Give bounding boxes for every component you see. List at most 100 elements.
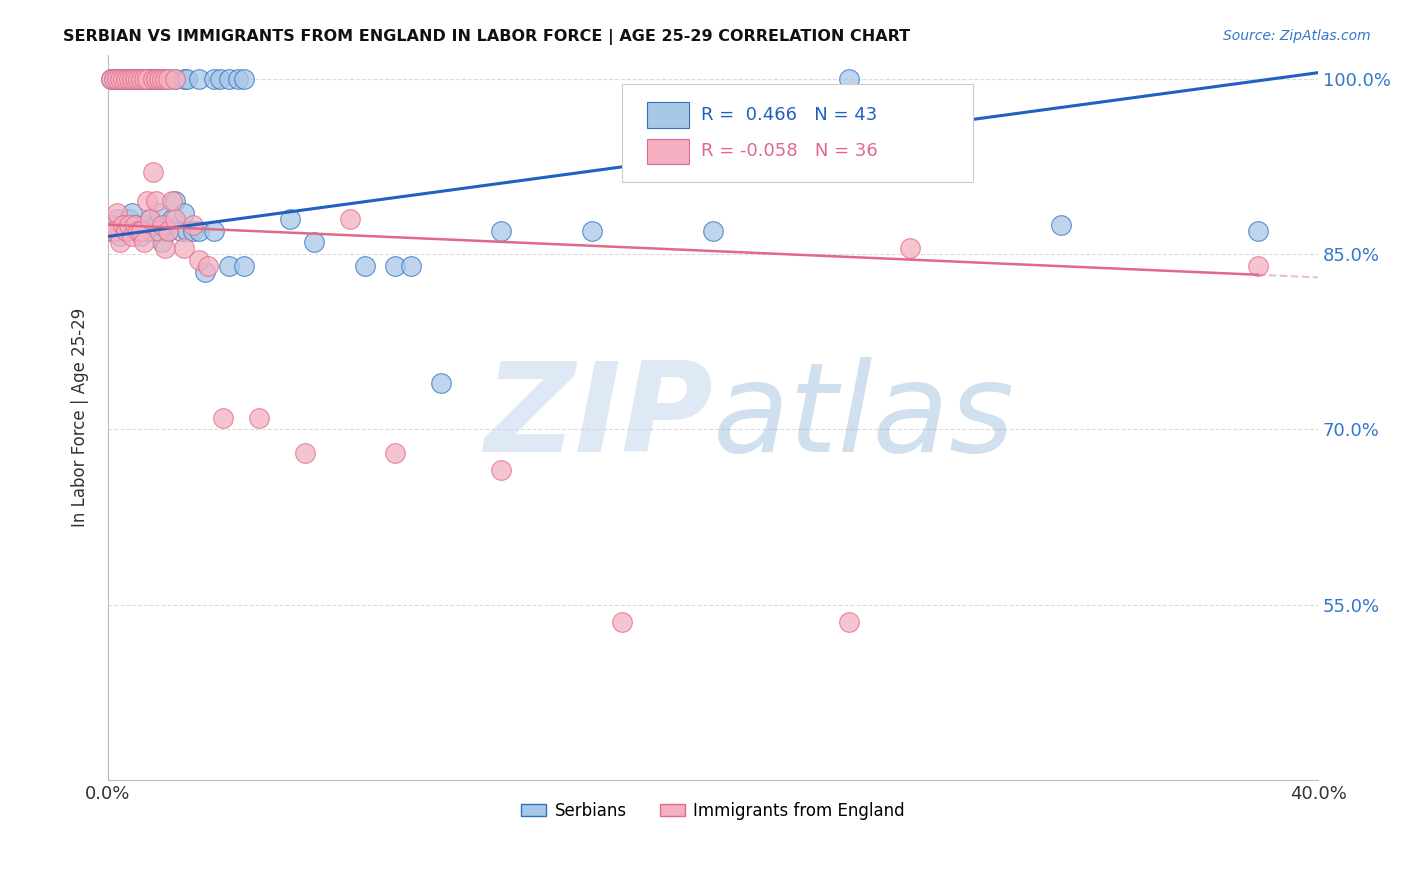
Point <box>103 71 125 86</box>
Point <box>176 71 198 86</box>
Point <box>163 194 186 209</box>
Legend: Serbians, Immigrants from England: Serbians, Immigrants from England <box>515 795 911 826</box>
Point <box>302 235 325 250</box>
Point <box>142 71 165 86</box>
Point <box>218 71 240 86</box>
Point <box>121 206 143 220</box>
Point <box>581 224 603 238</box>
Point <box>103 218 125 232</box>
Point <box>226 71 249 86</box>
Point <box>124 71 146 86</box>
Point <box>100 218 122 232</box>
Text: ZIP: ZIP <box>484 357 713 478</box>
Point <box>124 218 146 232</box>
Point <box>155 241 177 255</box>
Point <box>100 71 122 86</box>
Point <box>139 71 162 86</box>
Point <box>136 71 159 86</box>
Point <box>202 224 225 238</box>
Point <box>100 71 122 86</box>
Point <box>105 71 128 86</box>
Point <box>233 71 256 86</box>
Point <box>105 71 128 86</box>
Point <box>176 224 198 238</box>
Point <box>105 211 128 226</box>
Point <box>838 615 860 630</box>
Point <box>124 71 146 86</box>
Point <box>129 71 152 86</box>
Point <box>399 259 422 273</box>
Point <box>145 194 167 209</box>
Point <box>134 71 156 86</box>
Point <box>100 224 122 238</box>
Point <box>127 71 149 86</box>
Point <box>187 224 209 238</box>
FancyBboxPatch shape <box>647 138 689 164</box>
Point <box>157 224 180 238</box>
Point <box>1050 218 1073 232</box>
Point <box>152 71 174 86</box>
Point <box>181 218 204 232</box>
Point <box>898 241 921 255</box>
Point <box>173 206 195 220</box>
FancyBboxPatch shape <box>623 84 973 182</box>
Point <box>112 71 135 86</box>
Text: R =  0.466   N = 43: R = 0.466 N = 43 <box>702 106 877 124</box>
Point <box>115 224 138 238</box>
Point <box>136 194 159 209</box>
Point <box>339 211 361 226</box>
Point <box>160 211 183 226</box>
Point <box>121 71 143 86</box>
Point <box>115 71 138 86</box>
Point <box>173 71 195 86</box>
Point <box>134 218 156 232</box>
Point <box>118 218 141 232</box>
Point <box>108 235 131 250</box>
Point <box>139 211 162 226</box>
Point <box>103 71 125 86</box>
Point <box>142 224 165 238</box>
Point <box>142 165 165 179</box>
Point <box>115 71 138 86</box>
Point <box>160 194 183 209</box>
Point <box>194 264 217 278</box>
Point <box>197 259 219 273</box>
Point <box>145 71 167 86</box>
Point <box>152 235 174 250</box>
Point <box>208 71 231 86</box>
Point <box>157 71 180 86</box>
Point <box>108 229 131 244</box>
Point <box>118 71 141 86</box>
Point <box>127 71 149 86</box>
Point <box>187 252 209 267</box>
Point <box>491 224 513 238</box>
Point <box>112 71 135 86</box>
Point <box>294 446 316 460</box>
Point <box>108 71 131 86</box>
Point <box>129 71 152 86</box>
Point <box>1246 259 1268 273</box>
Point <box>218 259 240 273</box>
Point <box>163 71 186 86</box>
Point <box>145 218 167 232</box>
Point <box>152 71 174 86</box>
Point <box>127 224 149 238</box>
Point <box>612 615 634 630</box>
Point <box>124 218 146 232</box>
Point <box>163 71 186 86</box>
Point <box>105 206 128 220</box>
Point <box>247 410 270 425</box>
Point <box>163 211 186 226</box>
Point <box>139 211 162 226</box>
Point <box>202 71 225 86</box>
Point <box>702 224 724 238</box>
Point <box>148 71 170 86</box>
Text: Source: ZipAtlas.com: Source: ZipAtlas.com <box>1223 29 1371 43</box>
Point <box>278 211 301 226</box>
Point <box>136 71 159 86</box>
Point <box>155 218 177 232</box>
Point <box>145 71 167 86</box>
Point <box>384 446 406 460</box>
Point <box>136 224 159 238</box>
Point <box>103 224 125 238</box>
